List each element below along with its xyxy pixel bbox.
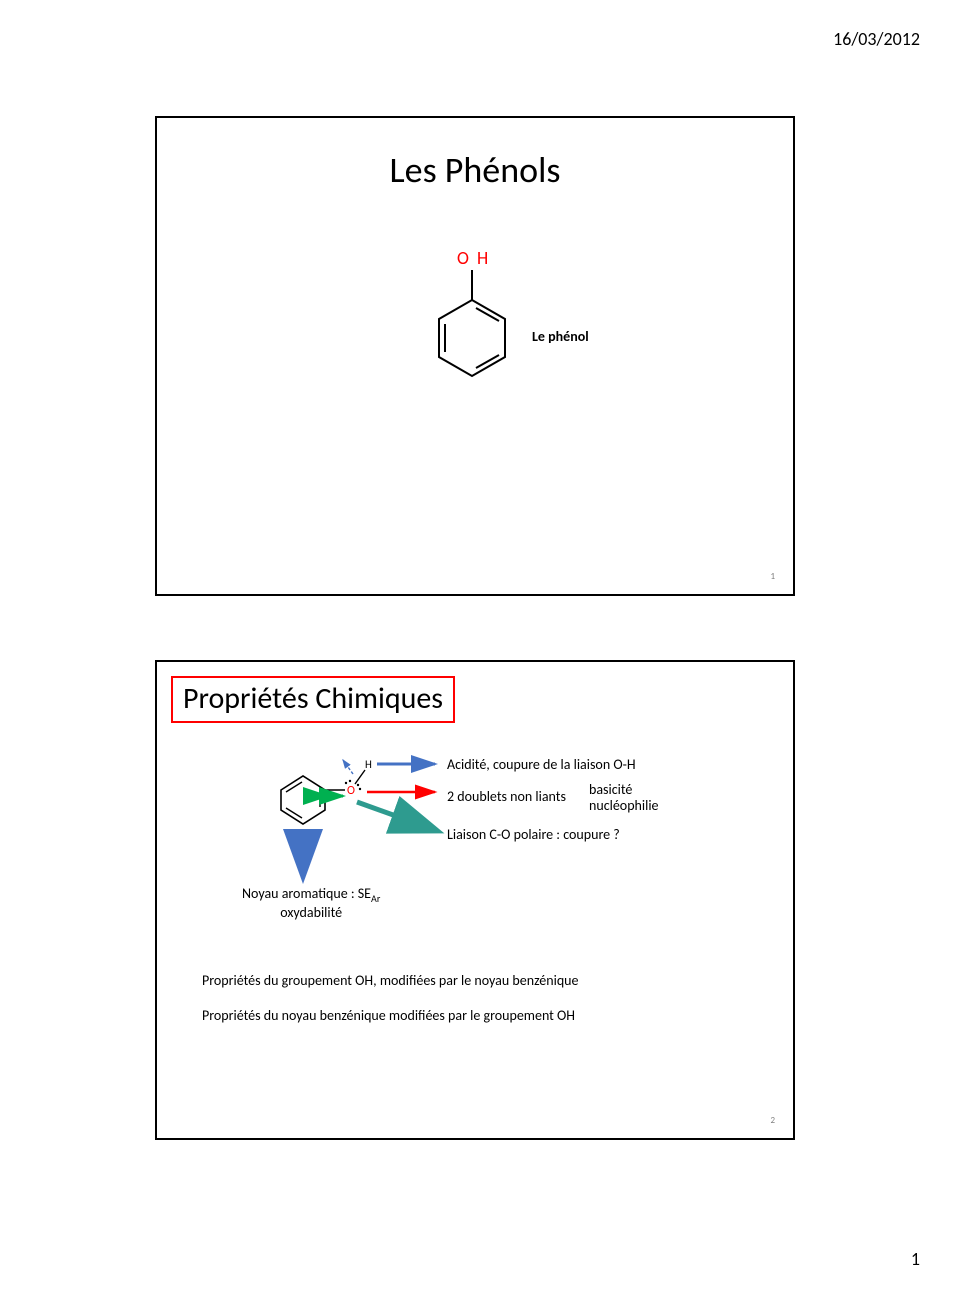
label-nucleophilie: nucléophilie xyxy=(589,797,659,814)
phenol-label: Le phénol xyxy=(532,328,589,345)
label-co-bond: Liaison C-O polaire : coupure ? xyxy=(447,826,620,843)
svg-text:O: O xyxy=(347,784,355,798)
phenol-molecule: O H xyxy=(427,248,517,388)
oh-text: O H xyxy=(457,248,490,269)
body-paragraph-1: Propriétés du groupement OH, modifiées p… xyxy=(202,972,579,989)
page: 16/03/2012 1 Les Phénols O H Le phénol 1… xyxy=(0,0,975,1300)
label-basicity-1: basicité xyxy=(589,781,632,798)
slide2-number: 2 xyxy=(770,1115,775,1126)
label-aromatic-line1: Noyau aromatique : SE xyxy=(242,885,371,902)
slide1-title: Les Phénols xyxy=(157,148,793,192)
slide-2: Propriétés Chimiques xyxy=(155,660,795,1140)
slide1-number: 1 xyxy=(770,571,775,582)
page-number: 1 xyxy=(911,1248,920,1270)
body-paragraph-2: Propriétés du noyau benzénique modifiées… xyxy=(202,1007,575,1024)
slide2-title: Propriétés Chimiques xyxy=(171,676,455,723)
slide-1: Les Phénols O H Le phénol 1 xyxy=(155,116,795,596)
label-aromatic-sub: Ar xyxy=(371,892,380,905)
label-basicity: basicité nucléophilie xyxy=(589,782,659,814)
benzene-ring xyxy=(281,776,325,824)
label-aromatic: Noyau aromatique : SEAr oxydabilité xyxy=(242,886,380,922)
label-acidity: Acidité, coupure de la liaison O-H xyxy=(447,756,636,773)
svg-text:H: H xyxy=(365,758,372,771)
label-aromatic-line2: oxydabilité xyxy=(280,904,342,921)
label-doublets: 2 doublets non liants xyxy=(447,788,566,805)
page-date: 16/03/2012 xyxy=(833,28,920,50)
